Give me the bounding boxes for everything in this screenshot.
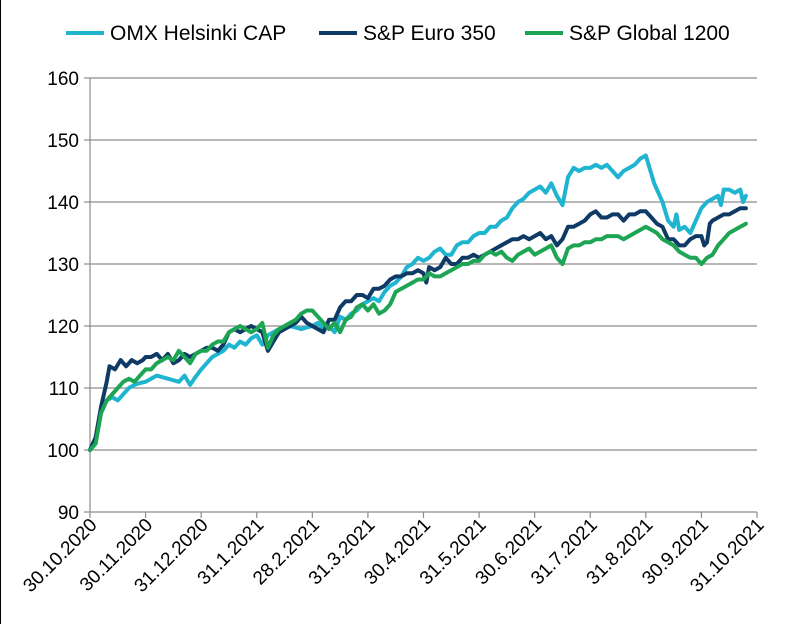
- legend-label: OMX Helsinki CAP: [110, 22, 286, 45]
- legend: OMX Helsinki CAP S&P Euro 350 S&P Global 1…: [66, 22, 730, 45]
- series-lines: [88, 153, 748, 452]
- series-line-1: [88, 153, 748, 452]
- series-line-3: [88, 221, 748, 452]
- y-tick-label: 120: [47, 317, 79, 338]
- y-tick-label: 90: [58, 503, 79, 524]
- legend-label: S&P Global 1200: [569, 22, 730, 45]
- y-tick-label: 150: [47, 131, 79, 152]
- series-line-2: [88, 206, 748, 452]
- y-tick-label: 160: [47, 69, 79, 90]
- image-left-border: [0, 0, 1, 624]
- y-tick-label: 140: [47, 193, 79, 214]
- legend-label: S&P Euro 350: [363, 22, 496, 45]
- axes: [89, 78, 757, 513]
- y-tick-label: 130: [47, 255, 79, 276]
- y-axis-ticks: 90 100 110 120 130 140 150 160: [47, 69, 90, 524]
- x-axis-ticks: 30.10.202030.11.202031.12.202031.1.20212…: [19, 512, 769, 597]
- y-tick-label: 100: [47, 441, 79, 462]
- y-tick-label: 110: [49, 379, 79, 400]
- gridlines: [90, 77, 757, 451]
